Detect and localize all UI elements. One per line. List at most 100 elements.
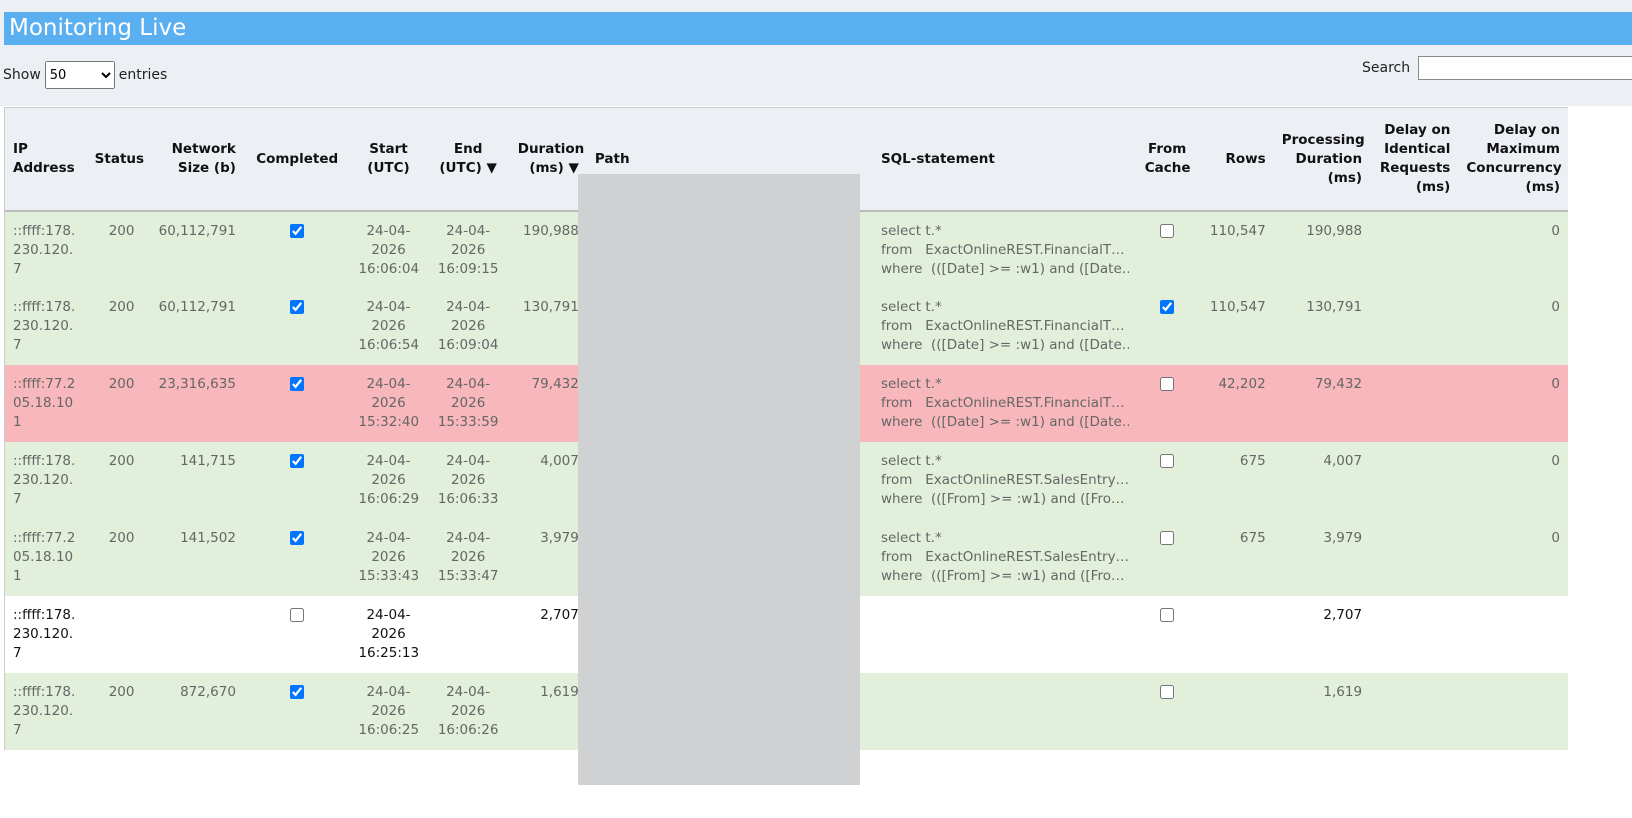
cell: 24-04-2026 16:09:15 xyxy=(437,223,499,277)
column-header[interactable]: End (UTC) ▼ xyxy=(426,107,510,212)
sql-line: where (([From] >= :w1) and ([Fro… xyxy=(880,568,1125,584)
search-input[interactable] xyxy=(1418,56,1632,80)
sql-line: from ExactOnlineREST.SalesEntry… xyxy=(880,472,1129,488)
sql-line: select t.* xyxy=(880,530,942,546)
sql-cell: select t.* from ExactOnlineREST.Financial… xyxy=(873,211,1137,288)
empty-cell xyxy=(1370,211,1458,288)
checkbox[interactable] xyxy=(290,531,305,545)
cell: 23,316,635 xyxy=(158,376,236,392)
cell: 24-04-2026 15:33:47 xyxy=(437,530,499,584)
cell: 60,112,791 xyxy=(158,223,236,239)
empty-cell xyxy=(1458,596,1568,673)
cell: 24-04-2026 16:25:13 xyxy=(358,607,420,661)
checkbox[interactable] xyxy=(1160,454,1175,468)
empty-cell xyxy=(142,596,243,673)
empty-cell xyxy=(427,596,510,673)
checkbox[interactable] xyxy=(1160,608,1175,622)
column-header[interactable]: Network Size (b) xyxy=(142,107,244,212)
cell: 24-04-2026 16:06:26 xyxy=(437,684,499,738)
cell: 110,547 xyxy=(1209,299,1266,315)
cell: 2,707 xyxy=(1323,607,1363,623)
cell: 110,547 xyxy=(1209,223,1266,239)
checkbox[interactable] xyxy=(1160,685,1175,699)
sql-line: select t.* xyxy=(880,376,942,392)
cell: 24-04-2026 16:06:33 xyxy=(437,453,499,507)
checkbox-cell xyxy=(1137,211,1198,288)
cell: 24-04-2026 15:33:43 xyxy=(358,530,420,584)
checkbox-cell xyxy=(244,442,351,519)
empty-cell xyxy=(87,596,143,673)
checkbox[interactable] xyxy=(290,224,305,238)
cell: 200 xyxy=(108,530,135,546)
column-header[interactable]: Duration (ms) ▼ xyxy=(509,107,587,212)
checkbox-cell xyxy=(1137,288,1198,365)
cell: 3,979 xyxy=(540,530,579,546)
column-header[interactable]: Processing Duration (ms) xyxy=(1273,107,1371,212)
cell: 190,988 xyxy=(523,223,579,239)
cell: 2,707 xyxy=(540,607,579,623)
empty-cell xyxy=(1370,442,1458,519)
sql-line: from ExactOnlineREST.FinancialT… xyxy=(880,395,1125,411)
column-header[interactable]: Delay on Maximum Concurrency (ms) xyxy=(1458,107,1568,212)
checkbox[interactable] xyxy=(290,454,305,468)
cell: 0 xyxy=(1551,530,1560,546)
checkbox-cell xyxy=(1137,442,1198,519)
empty-cell xyxy=(1370,365,1458,442)
cell: 200 xyxy=(108,223,135,239)
page-size-control: Show 50 entries xyxy=(3,61,167,89)
sql-line: from ExactOnlineREST.SalesEntry… xyxy=(880,549,1129,565)
checkbox[interactable] xyxy=(290,685,305,699)
checkbox-cell xyxy=(1137,365,1198,442)
cell: 141,502 xyxy=(180,530,236,546)
column-header[interactable]: From Cache xyxy=(1136,107,1198,212)
checkbox[interactable] xyxy=(290,300,305,314)
sql-line: where (([Date] >= :w1) and ([Date… xyxy=(880,261,1129,277)
checkbox[interactable] xyxy=(1160,300,1175,314)
empty-cell xyxy=(1370,288,1458,365)
cell: 24-04-2026 16:06:25 xyxy=(358,684,420,738)
cell: 24-04-2026 16:06:29 xyxy=(358,453,420,507)
cell: 872,670 xyxy=(180,684,236,700)
checkbox[interactable] xyxy=(290,608,305,622)
cell: 200 xyxy=(108,376,135,392)
cell: ::ffff:77.205.18.101 xyxy=(13,530,76,584)
cell: 0 xyxy=(1551,453,1560,469)
sql-line: select t.* xyxy=(880,299,942,315)
cell: ::ffff:178.230.120.7 xyxy=(13,607,76,661)
cell: ::ffff:178.230.120.7 xyxy=(13,453,76,507)
column-header[interactable]: IP Address xyxy=(4,107,87,212)
sql-cell: select t.* from ExactOnlineREST.Financial… xyxy=(873,288,1137,365)
checkbox[interactable] xyxy=(1160,224,1175,238)
cell: 79,432 xyxy=(531,376,579,392)
empty-cell xyxy=(1458,673,1568,750)
checkbox[interactable] xyxy=(1160,531,1175,545)
column-header[interactable]: Status xyxy=(86,107,144,212)
checkbox-cell xyxy=(244,519,351,596)
sql-line: from ExactOnlineREST.FinancialT… xyxy=(880,242,1125,258)
empty-cell xyxy=(1370,673,1458,750)
sql-line: where (([Date] >= :w1) and ([Date… xyxy=(880,414,1129,430)
search-label: Search xyxy=(1362,60,1411,76)
cell: 130,791 xyxy=(523,299,579,315)
checkbox[interactable] xyxy=(1160,377,1175,391)
column-header[interactable]: Delay on Identical Requests (ms) xyxy=(1370,107,1459,212)
sql-line: where (([From] >= :w1) and ([Fro… xyxy=(880,491,1125,507)
checkbox-cell xyxy=(244,596,351,673)
checkbox[interactable] xyxy=(290,377,305,391)
cell: 79,432 xyxy=(1314,376,1363,392)
sql-cell: select t.* from ExactOnlineREST.Financial… xyxy=(873,365,1137,442)
cell: 675 xyxy=(1239,530,1266,546)
cell: ::ffff:77.205.18.101 xyxy=(13,376,76,430)
column-header[interactable]: Start (UTC) xyxy=(350,107,427,212)
checkbox-cell xyxy=(244,211,351,288)
column-header[interactable]: Rows xyxy=(1197,107,1274,212)
cell: 24-04-2026 16:06:54 xyxy=(358,299,420,353)
cell: 675 xyxy=(1239,453,1266,469)
checkbox-cell xyxy=(1137,596,1198,673)
column-header[interactable]: Completed xyxy=(243,107,351,212)
search-control: Search xyxy=(1362,56,1632,80)
cell: 0 xyxy=(1551,223,1560,239)
empty-cell xyxy=(1370,596,1458,673)
column-header[interactable]: SQL-statement xyxy=(872,107,1137,212)
page-size-select[interactable]: 50 xyxy=(44,61,115,89)
